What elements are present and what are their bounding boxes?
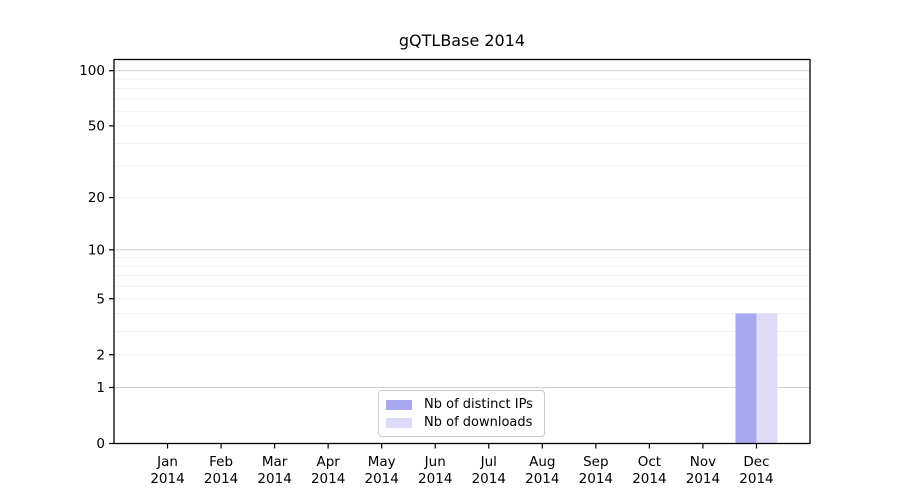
- y-tick-label: 5: [96, 291, 105, 307]
- x-tick-label-month: Aug: [529, 454, 555, 470]
- y-tick-label: 50: [88, 118, 105, 134]
- x-tick-label-year: 2014: [365, 471, 399, 487]
- x-tick-label-month: Oct: [638, 454, 661, 470]
- chart-title: gQTLBase 2014: [398, 31, 526, 50]
- y-tick-label: 10: [88, 242, 105, 258]
- y-tick-label: 0: [96, 436, 105, 452]
- x-tick-label-year: 2014: [686, 471, 720, 487]
- x-tick-label-year: 2014: [739, 471, 773, 487]
- x-tick-label-year: 2014: [579, 471, 613, 487]
- x-tick-label-year: 2014: [472, 471, 506, 487]
- x-tick-label-year: 2014: [311, 471, 345, 487]
- legend-swatch-distinct-ips: [386, 399, 412, 410]
- x-tick-label-year: 2014: [525, 471, 559, 487]
- legend-label-downloads: Nb of downloads: [424, 415, 533, 430]
- x-tick-label-month: Feb: [209, 454, 233, 470]
- x-tick-label-month: May: [368, 454, 396, 470]
- x-tick-label-month: Nov: [690, 454, 716, 470]
- y-tick-label: 1: [96, 380, 105, 396]
- x-tick-label-month: Sep: [583, 454, 608, 470]
- x-tick-label-month: Apr: [316, 454, 340, 470]
- x-tick-label-year: 2014: [257, 471, 291, 487]
- y-tick-label: 2: [96, 347, 105, 363]
- x-tick-label-year: 2014: [632, 471, 666, 487]
- x-tick-label-year: 2014: [150, 471, 184, 487]
- bar-downloads: [756, 313, 778, 444]
- plot-border: [113, 58, 811, 445]
- y-tick-label: 20: [88, 190, 105, 206]
- legend-item-distinct-ips: Nb of distinct IPs: [386, 397, 537, 412]
- bar-distinct-ips: [735, 313, 757, 444]
- legend-label-distinct-ips: Nb of distinct IPs: [424, 397, 533, 412]
- legend-swatch-downloads: [386, 417, 412, 428]
- x-tick-label-month: Dec: [743, 454, 769, 470]
- legend-item-downloads: Nb of downloads: [386, 415, 537, 430]
- x-tick-label-month: Jan: [156, 454, 178, 470]
- legend: Nb of distinct IPs Nb of downloads: [378, 390, 545, 437]
- y-tick-label: 100: [79, 63, 105, 79]
- x-tick-label-year: 2014: [204, 471, 238, 487]
- x-tick-label-year: 2014: [418, 471, 452, 487]
- x-tick-label-month: Jun: [424, 454, 446, 470]
- x-tick-label-month: Jul: [480, 454, 497, 470]
- x-tick-label-month: Mar: [262, 454, 288, 470]
